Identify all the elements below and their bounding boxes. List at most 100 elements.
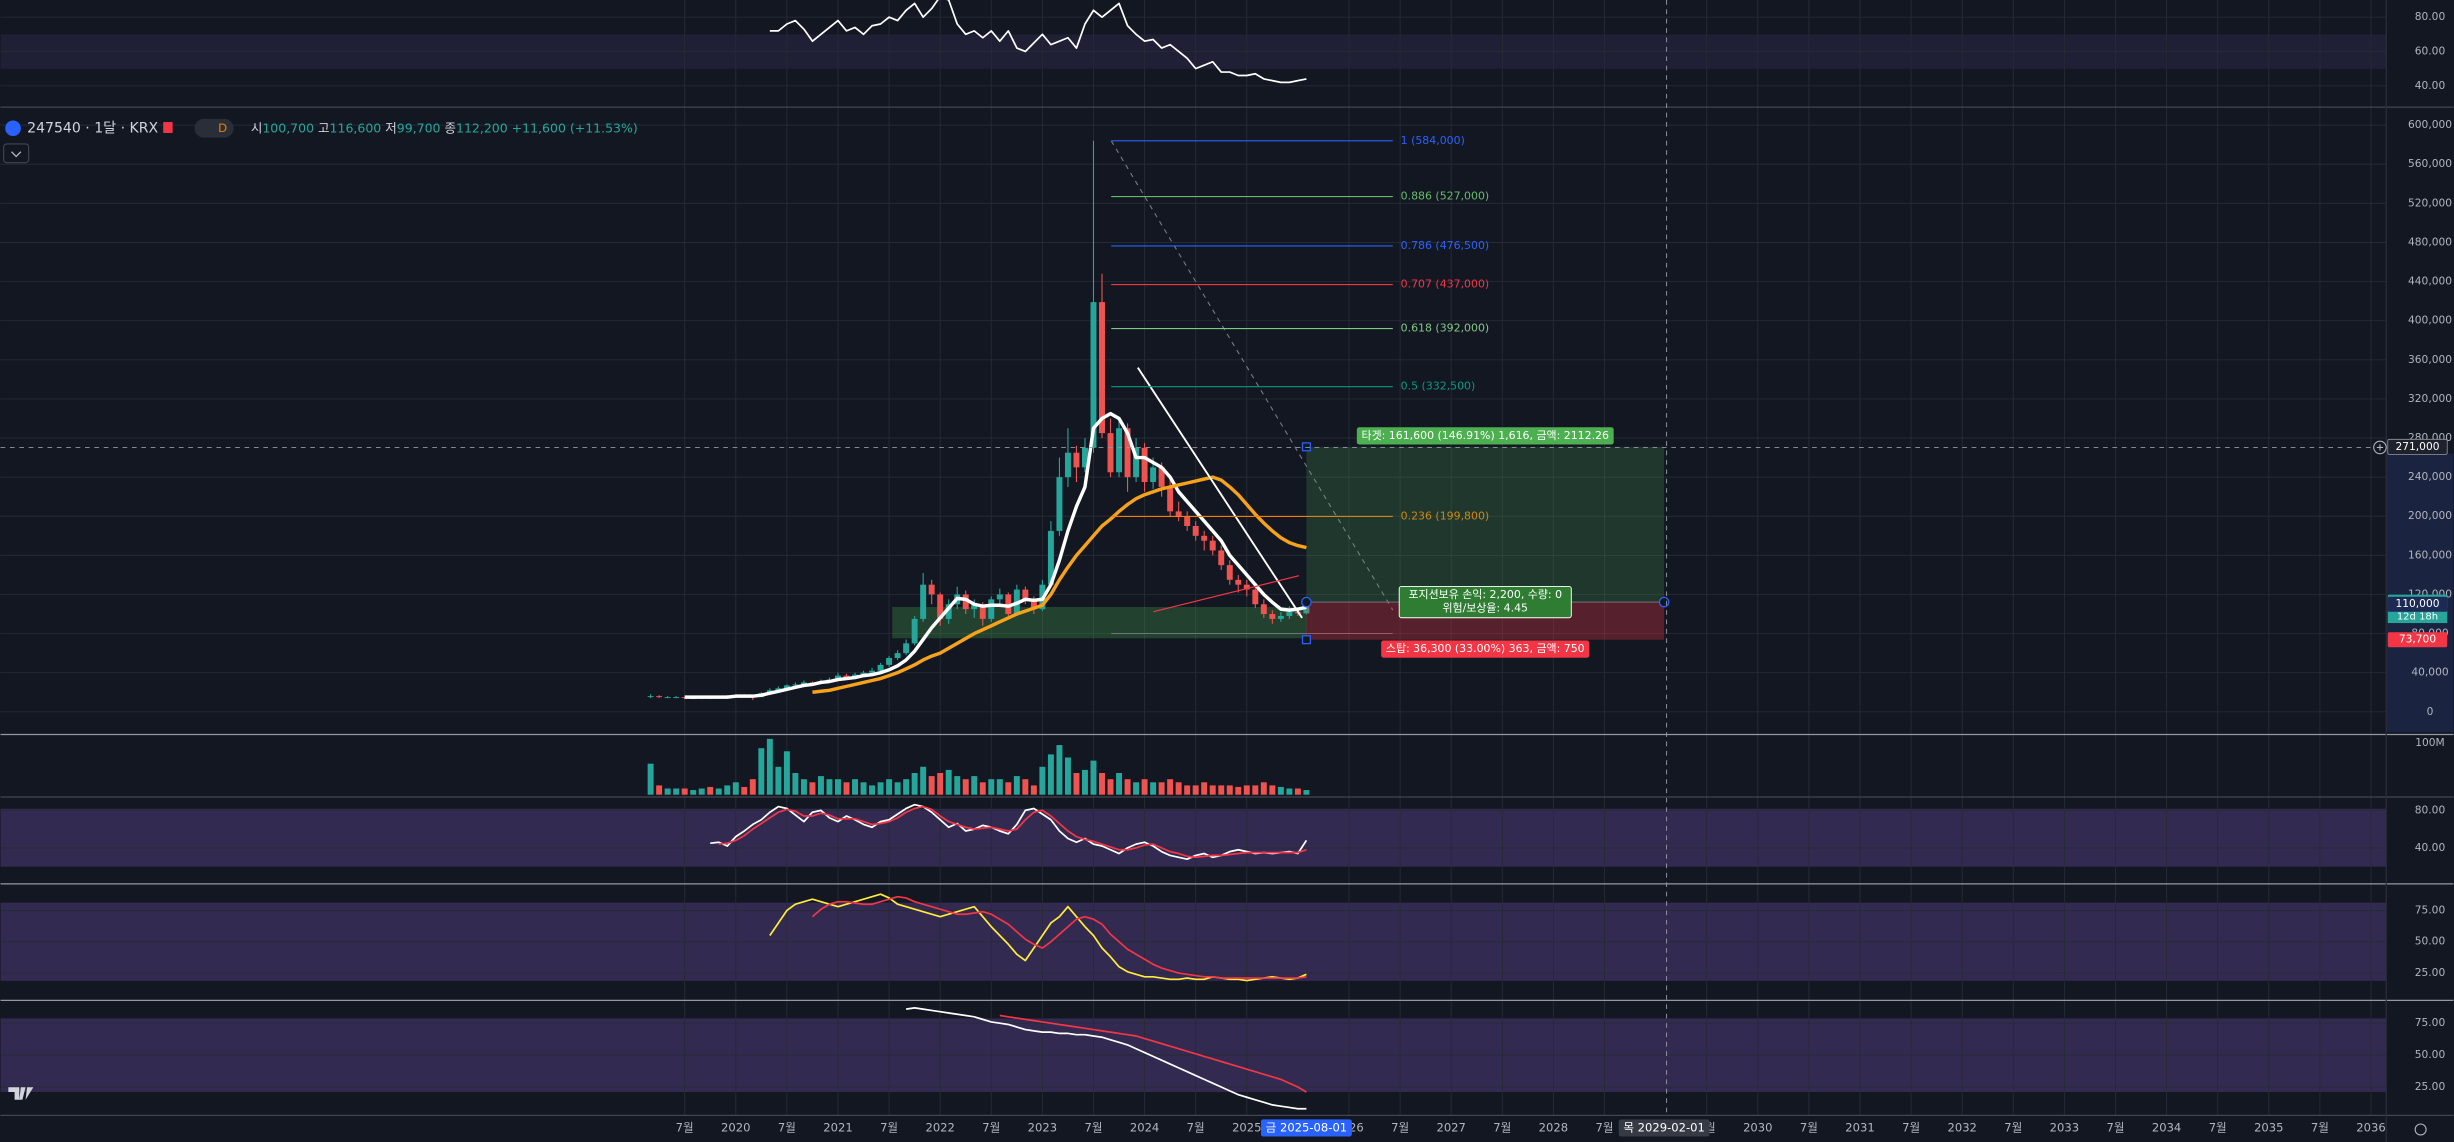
time-tick-label: 7월 (1800, 1120, 1818, 1134)
time-tick-label: 2032 (1947, 1120, 1976, 1134)
time-tick-label: 2035 (2254, 1120, 2283, 1134)
volume-bar (1184, 785, 1191, 795)
ohlc-key: 시 (251, 120, 263, 135)
chevron (11, 151, 22, 158)
time-tick-label: 2023 (1028, 1120, 1057, 1134)
change: +11,600 (+11.53%) (512, 120, 638, 135)
volume-bar (1073, 772, 1080, 795)
fib-label: 0.886 (527,000) (1401, 190, 1490, 203)
fib-label: 0.707 (437,000) (1401, 278, 1490, 291)
time-cursor-label: 목 2029-02-01 (1623, 1120, 1705, 1134)
position-info-bg (1398, 585, 1572, 619)
time-tick-label: 7월 (2311, 1120, 2329, 1134)
time-tick-label: 7월 (2106, 1120, 2124, 1134)
volume-bar (783, 751, 790, 795)
time-tick-label: 7월 (982, 1120, 1000, 1134)
y-tick-label: 160,000 (2408, 548, 2452, 561)
volume-bar (1013, 776, 1020, 795)
indicator-line (684, 411, 1307, 699)
candle-body (1226, 565, 1233, 580)
symbol[interactable]: 247540 · 1달 · KRX (27, 120, 158, 136)
ohlc-key: 고 (318, 120, 330, 135)
y-tick-label: 40.00 (2415, 79, 2446, 92)
volume-bar (758, 748, 765, 795)
y-tick-label: 0 (2427, 705, 2434, 718)
time-tick-label: 2025 (1232, 1120, 1261, 1134)
collapse-button[interactable] (3, 143, 30, 164)
y-tick-label: 75.00 (2415, 903, 2446, 916)
volume-bar (1081, 769, 1088, 795)
volume-bar (928, 776, 935, 795)
candle-body (1099, 302, 1105, 434)
volume-bar (1209, 785, 1216, 795)
volume-bar (886, 779, 893, 795)
volume-bar (1047, 754, 1054, 795)
volume-bar (843, 782, 850, 795)
volume-bar (962, 779, 969, 795)
volume-bar (775, 766, 782, 795)
price-tag-bg (2387, 438, 2448, 455)
crosshair (0, 0, 2387, 1116)
volume-bar (1107, 779, 1114, 795)
volume-bar (954, 776, 961, 795)
volume-bar (809, 782, 816, 795)
candle-body (928, 584, 935, 595)
badge[interactable] (194, 118, 234, 138)
y-tick-label: 240,000 (2408, 470, 2452, 483)
volume-bar (1286, 788, 1293, 795)
volume-bar (1141, 779, 1148, 795)
ohlc-value: 99,700 (397, 120, 441, 135)
volume-bar (1269, 785, 1276, 795)
candle-body (673, 697, 680, 699)
candle-body (1209, 540, 1216, 551)
settings-button[interactable] (2414, 1123, 2427, 1136)
price-tag: 271,000 (2396, 440, 2440, 453)
volume-bar (1158, 782, 1165, 795)
volume-bar (979, 782, 986, 795)
y-tick-label: 520,000 (2408, 196, 2452, 209)
candle-body (775, 688, 782, 691)
candle-body (1056, 477, 1063, 531)
price-tag: 73,700 (2399, 633, 2436, 646)
candle-body (894, 653, 901, 659)
time-tick-label: 2033 (2050, 1120, 2079, 1134)
candle-body (1141, 447, 1148, 483)
y-tick-label: 50.00 (2415, 935, 2446, 948)
candle-body (1175, 511, 1182, 517)
volume-bar (835, 779, 841, 795)
volume-bar (1022, 779, 1029, 795)
fib-label: 0.618 (392,000) (1401, 322, 1490, 335)
volume-bar (894, 782, 901, 795)
volume-bar (673, 788, 680, 795)
ohlc-key: 종 (444, 120, 456, 135)
volume-bar (1150, 782, 1157, 795)
grid (0, 0, 2387, 1116)
indicator-line (718, 805, 1307, 859)
target-label-bg (1356, 427, 1614, 445)
time-tick-label: 7월 (2209, 1120, 2227, 1134)
time-tick-label: 2022 (925, 1120, 954, 1134)
candle-body (860, 672, 867, 675)
volume-bar (877, 782, 884, 795)
volume-bar (792, 772, 799, 795)
y-tick-label: 40,000 (2411, 666, 2448, 679)
indicator-line (812, 475, 1307, 694)
target-zone (1306, 446, 1665, 603)
candle-body (1277, 615, 1284, 619)
handle (1301, 635, 1311, 645)
y-tick-label: 560,000 (2408, 157, 2452, 170)
y-tick-label: 480,000 (2408, 235, 2452, 248)
candle-body (903, 643, 910, 654)
volume-bar (937, 772, 944, 795)
volume-bar (1294, 788, 1301, 795)
y-tick-label: 100M (2415, 736, 2444, 749)
candle-body (1107, 433, 1114, 473)
candle-body (1064, 452, 1071, 478)
flag-icon[interactable] (163, 122, 173, 133)
handle (1301, 442, 1311, 452)
header: 247540 · 1달 · KRX D 시100,700 고116,600 저9… (3, 118, 638, 164)
volume-bar (690, 790, 697, 795)
time-tick-label: 2031 (1845, 1120, 1874, 1134)
